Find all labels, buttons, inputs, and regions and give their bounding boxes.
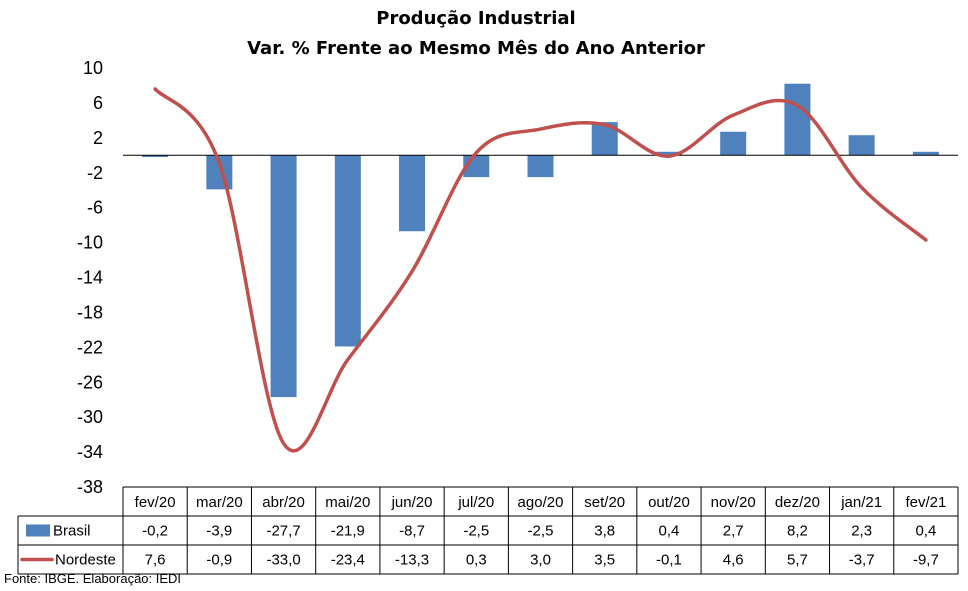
data-label-brasil: 0,4 xyxy=(915,523,936,540)
data-label-brasil: -8,7 xyxy=(399,523,425,540)
data-label-brasil: -27,7 xyxy=(266,523,300,540)
data-label-brasil: 8,2 xyxy=(787,523,808,540)
category-label: ago/20 xyxy=(518,494,564,511)
data-label-nordeste: 3,5 xyxy=(594,552,615,569)
bar-brasil xyxy=(142,155,169,158)
data-label-brasil: -0,2 xyxy=(142,523,168,540)
category-label: out/20 xyxy=(648,494,690,511)
category-label: abr/20 xyxy=(262,494,305,511)
data-label-brasil: 3,8 xyxy=(594,523,615,540)
data-label-nordeste: -9,7 xyxy=(913,552,939,569)
legend-label-nordeste: Nordeste xyxy=(55,552,116,569)
y-tick-label: -34 xyxy=(77,442,103,462)
category-label: jun/20 xyxy=(391,494,433,511)
legend-key-brasil xyxy=(26,524,50,537)
data-label-nordeste: 7,6 xyxy=(145,552,166,569)
y-tick-label: 2 xyxy=(93,128,103,148)
category-label: fev/21 xyxy=(905,494,946,511)
data-label-nordeste: -3,7 xyxy=(849,552,875,569)
data-label-nordeste: 0,3 xyxy=(466,552,487,569)
data-label-nordeste: -33,0 xyxy=(266,552,300,569)
data-label-nordeste: 4,6 xyxy=(723,552,744,569)
data-label-brasil: 2,7 xyxy=(723,523,744,540)
y-axis-ticks: 10 6 2 -2 -6 -10 -14 -18 -22 -26 -30 -34 -38 xyxy=(77,58,103,497)
bar-brasil xyxy=(784,83,811,156)
data-label-nordeste: -0,9 xyxy=(206,552,232,569)
y-tick-label: -30 xyxy=(77,407,103,427)
category-label: jan/21 xyxy=(840,494,882,511)
y-tick-label: -6 xyxy=(87,198,103,218)
bar-brasil xyxy=(527,155,554,178)
category-label: mar/20 xyxy=(196,494,243,511)
y-tick-label: -10 xyxy=(77,233,103,253)
data-label-nordeste: 5,7 xyxy=(787,552,808,569)
y-tick-label: -18 xyxy=(77,302,103,322)
data-label-nordeste: 3,0 xyxy=(530,552,551,569)
category-label: dez/20 xyxy=(775,494,820,511)
bar-brasil xyxy=(912,151,939,156)
y-tick-label: -14 xyxy=(77,268,103,288)
data-label-brasil: -2,5 xyxy=(463,523,489,540)
category-label: mai/20 xyxy=(325,494,370,511)
data-label-brasil: 0,4 xyxy=(659,523,680,540)
data-label-nordeste: -0,1 xyxy=(656,552,682,569)
y-tick-label: -22 xyxy=(77,337,103,357)
y-tick-label: 10 xyxy=(83,58,103,78)
category-label: fev/20 xyxy=(135,494,176,511)
bar-brasil xyxy=(655,151,682,156)
y-tick-label: -2 xyxy=(87,163,103,183)
y-tick-label: -38 xyxy=(77,477,103,497)
y-tick-label: -26 xyxy=(77,372,103,392)
bar-brasil xyxy=(270,155,297,398)
legend-label-brasil: Brasil xyxy=(53,523,91,540)
data-label-nordeste: -13,3 xyxy=(395,552,429,569)
data-label-nordeste: -23,4 xyxy=(331,552,365,569)
bar-brasil xyxy=(334,155,361,347)
data-label-brasil: -2,5 xyxy=(528,523,554,540)
data-label-brasil: 2,3 xyxy=(851,523,872,540)
data-label-brasil: -3,9 xyxy=(206,523,232,540)
chart-subtitle: Var. % Frente ao Mesmo Mês do Ano Anteri… xyxy=(247,38,705,59)
data-label-brasil: -21,9 xyxy=(331,523,365,540)
category-label: jul/20 xyxy=(457,494,494,511)
plot-area xyxy=(123,83,958,453)
bar-brasil xyxy=(848,135,875,156)
chart-title: Produção Industrial xyxy=(376,8,575,29)
bar-brasil xyxy=(399,155,426,232)
category-label: nov/20 xyxy=(711,494,756,511)
bar-brasil xyxy=(720,131,747,156)
source-note: Fonte: IBGE. Elaboração: IEDI xyxy=(4,571,182,586)
data-table: fev/20 mar/20 abr/20 mai/20 jun/20 jul/20 ago/… xyxy=(17,486,959,575)
y-tick-label: 6 xyxy=(93,93,103,113)
category-label: set/20 xyxy=(584,494,625,511)
line-nordeste xyxy=(153,87,928,453)
